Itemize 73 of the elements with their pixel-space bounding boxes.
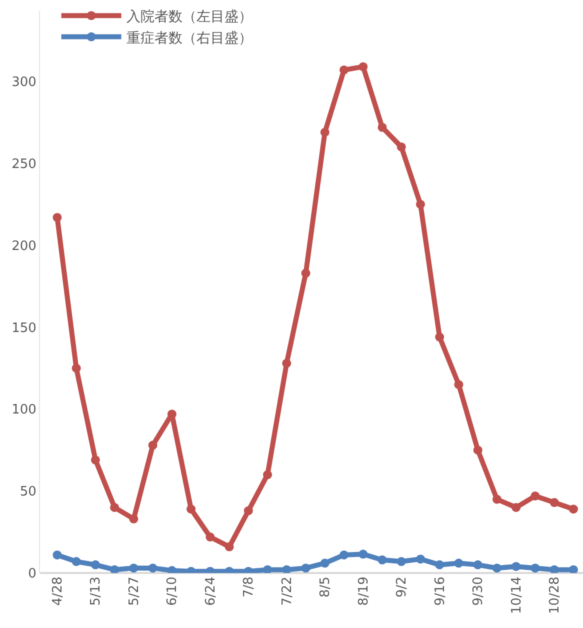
point: [378, 555, 387, 564]
point: [550, 565, 559, 573]
point: [340, 65, 348, 74]
point: [550, 498, 559, 508]
point: [568, 504, 578, 514]
x-tick-label: 6/24: [203, 576, 218, 606]
x-tick-label: 9/16: [432, 576, 448, 606]
point: [72, 557, 81, 566]
y-tick-label: 150: [12, 320, 36, 336]
x-tick-label: 9/30: [471, 576, 486, 606]
x-tick-label: 5/13: [88, 576, 104, 606]
point: [52, 212, 62, 222]
point: [512, 562, 521, 571]
point: [72, 364, 81, 373]
y-tick-label: 300: [12, 75, 36, 90]
x-tick-label: 8/5: [318, 576, 334, 598]
point: [52, 550, 62, 560]
point: [320, 558, 330, 568]
x-tick-label: 5/27: [126, 576, 142, 606]
point: [358, 550, 368, 559]
point: [473, 560, 482, 570]
point: [90, 560, 100, 570]
x-tick-label: 10/28: [548, 576, 563, 614]
point: [148, 440, 158, 450]
point: [435, 332, 444, 342]
point: [90, 455, 100, 464]
y-tick-label: 50: [20, 484, 36, 500]
point: [473, 446, 482, 455]
point: [492, 494, 502, 504]
x-tick-label: 8/19: [356, 576, 372, 606]
point: [568, 565, 578, 573]
point: [301, 268, 310, 278]
point: [206, 532, 215, 542]
point: [129, 564, 138, 573]
point: [110, 565, 120, 573]
legend-label: 重症者数（右目盛）: [126, 30, 252, 46]
x-tick-label: 9/2: [394, 576, 410, 598]
point: [129, 514, 138, 524]
point: [263, 565, 272, 573]
point: [186, 504, 196, 514]
point: [282, 565, 292, 573]
point: [416, 200, 425, 209]
y-tick-label: 0: [28, 566, 36, 582]
y-tick-label: 250: [12, 156, 36, 172]
point: [454, 380, 464, 390]
point: [396, 557, 406, 566]
point: [454, 558, 464, 568]
legend-label: 入院者数（左目盛）: [126, 9, 252, 26]
point: [320, 128, 330, 137]
point: [435, 560, 444, 570]
point: [282, 358, 292, 368]
x-tick-label: 10/14: [509, 576, 524, 614]
point: [148, 564, 158, 573]
point: [358, 62, 368, 72]
point: [530, 491, 540, 500]
point: [492, 564, 502, 573]
y-tick-label: 100: [12, 402, 36, 418]
x-tick-label: 7/8: [242, 576, 257, 598]
point: [110, 502, 120, 512]
point: [263, 470, 272, 480]
x-tick-label: 7/22: [280, 576, 295, 606]
point: [396, 142, 406, 152]
point: [512, 502, 521, 512]
point: [530, 564, 540, 573]
point: [224, 542, 234, 552]
point: [416, 554, 425, 564]
point: [340, 550, 348, 560]
point: [378, 122, 387, 132]
y-tick-label: 200: [12, 238, 36, 254]
point: [301, 564, 310, 573]
x-tick-label: 6/10: [165, 576, 180, 606]
point: [244, 506, 253, 516]
x-tick-label: 4/28: [50, 576, 66, 606]
